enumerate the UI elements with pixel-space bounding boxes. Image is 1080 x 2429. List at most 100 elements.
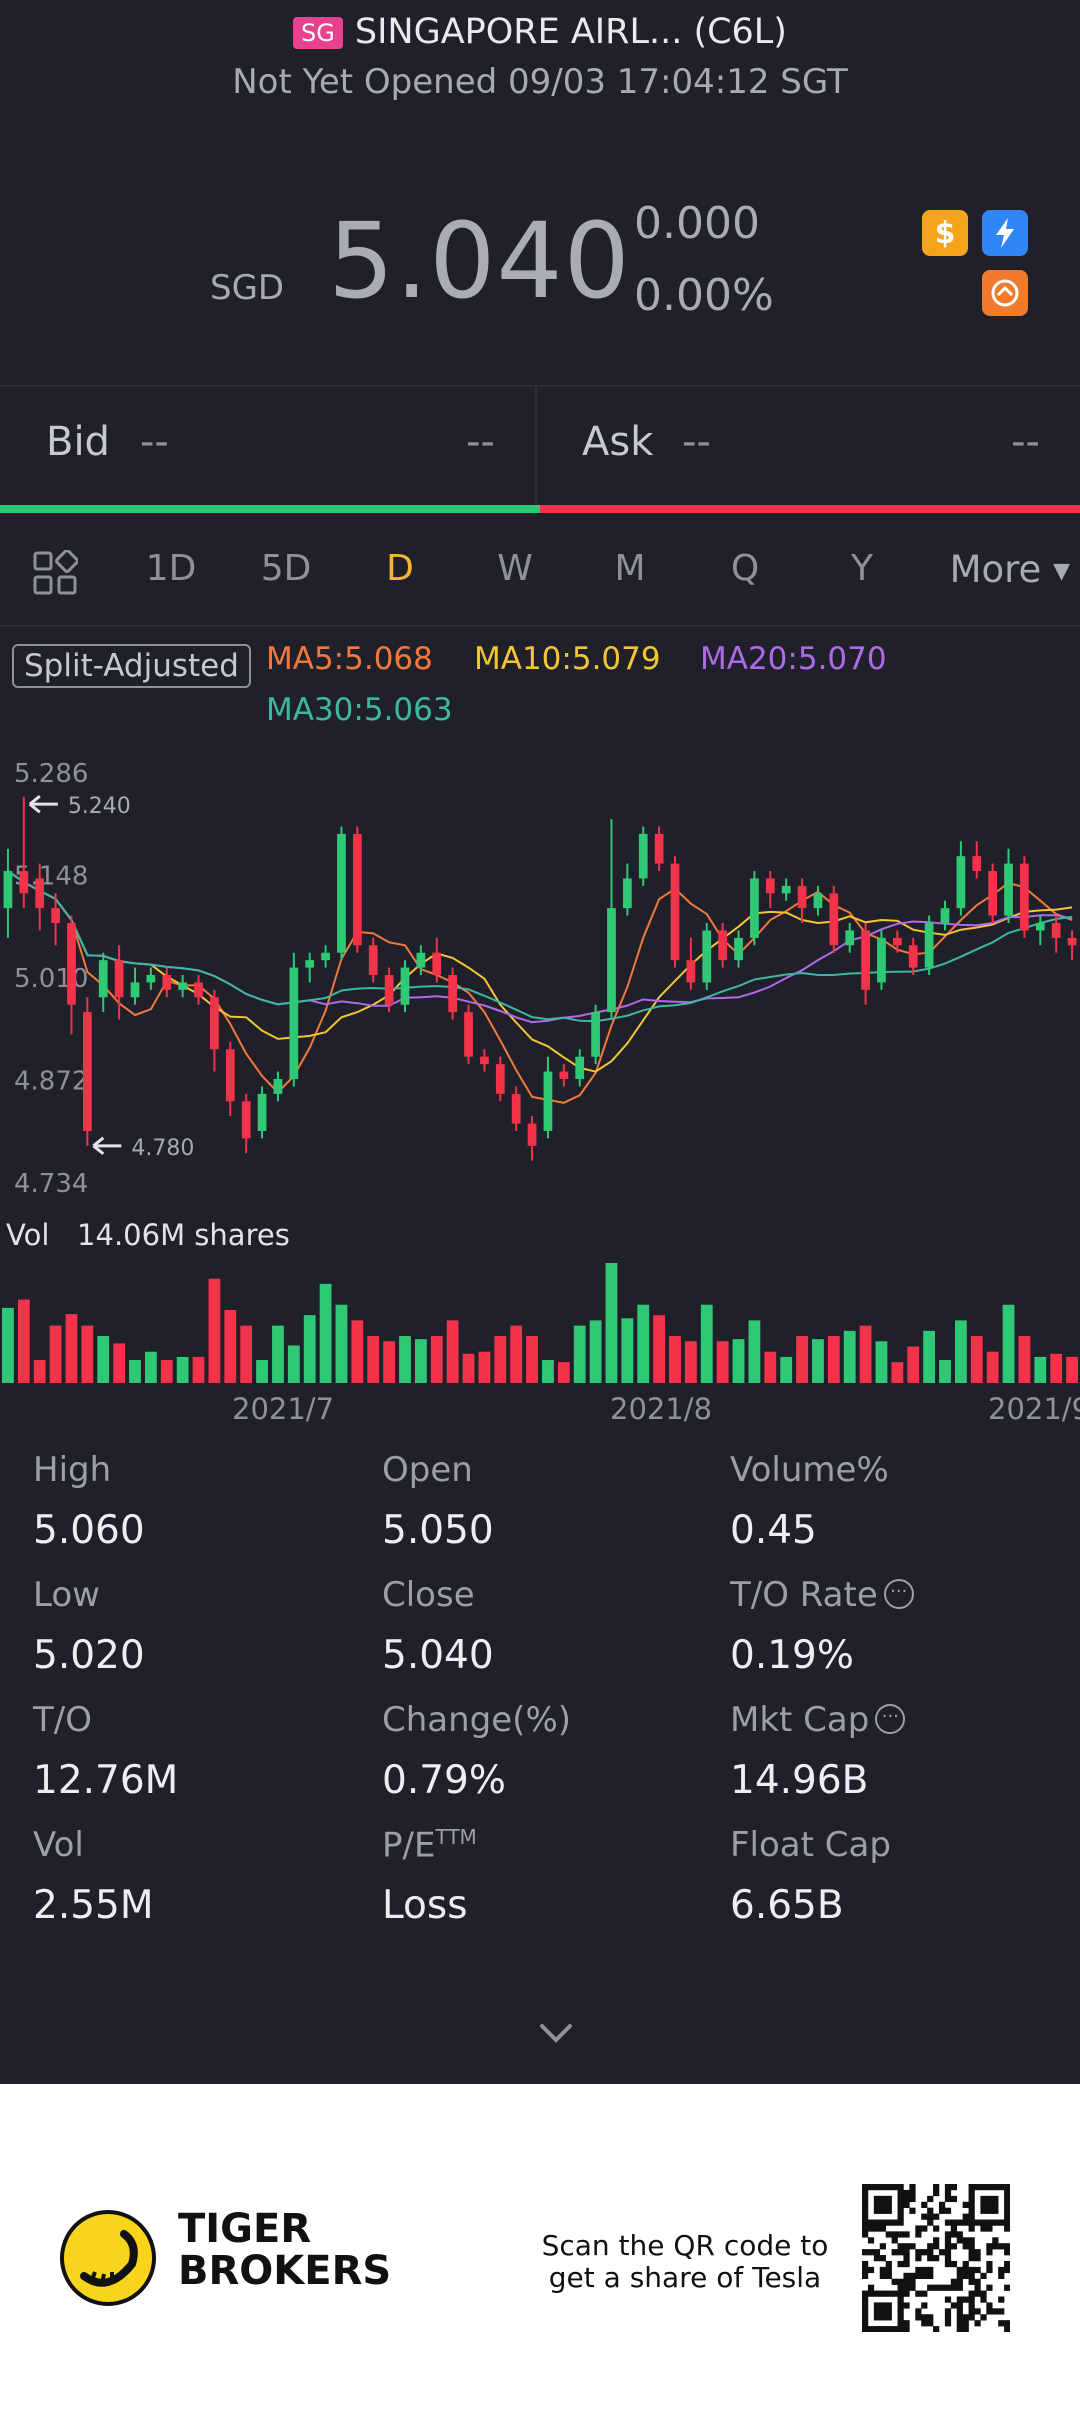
volume-bar	[65, 1314, 78, 1383]
volume-bar	[510, 1325, 523, 1383]
candle	[988, 863, 998, 924]
candle	[194, 975, 203, 1005]
price-change: 0.000	[634, 198, 760, 249]
stat-value: 6.65B	[730, 1883, 844, 1928]
stat-value: 5.020	[33, 1633, 145, 1678]
volume-bar	[430, 1336, 443, 1383]
candle	[924, 915, 934, 975]
volume-bar	[462, 1353, 475, 1383]
stat-label: Low	[33, 1575, 100, 1615]
qr-code[interactable]	[862, 2184, 1010, 2332]
candle	[98, 952, 108, 1013]
stat-value: 12.76M	[33, 1758, 179, 1803]
divider	[0, 385, 1080, 387]
svg-text:5.240: 5.240	[68, 794, 131, 819]
candle	[813, 885, 823, 916]
candle	[765, 871, 775, 909]
stat-value: 2.55M	[33, 1883, 154, 1928]
volume-label: Vol	[6, 1218, 50, 1252]
candle	[829, 885, 839, 953]
divider	[535, 387, 537, 507]
volume-bar	[542, 1360, 554, 1383]
candle	[1020, 856, 1029, 938]
volume-bar	[446, 1320, 459, 1383]
stat-label: P/E	[382, 1825, 436, 1866]
max-price-marker: 5.240	[28, 794, 131, 819]
candle	[607, 819, 616, 1020]
ask-strength-bar	[540, 505, 1080, 513]
volume-bar	[843, 1330, 856, 1383]
volume-bar	[287, 1345, 300, 1383]
lightning-icon[interactable]	[982, 210, 1028, 256]
candle	[432, 937, 442, 983]
volume-bar	[732, 1339, 745, 1383]
volume-bar	[494, 1336, 507, 1383]
candle	[273, 1071, 283, 1102]
split-adjusted-toggle[interactable]: Split-Adjusted	[12, 644, 251, 688]
tab-w[interactable]: W	[497, 548, 533, 589]
tab-m[interactable]: M	[614, 548, 646, 589]
candle	[734, 930, 743, 968]
svg-text:4.780: 4.780	[131, 1136, 194, 1161]
volume-bar	[97, 1336, 110, 1383]
volume-bar	[81, 1325, 94, 1383]
candle	[241, 1093, 251, 1154]
volume-bar	[383, 1341, 396, 1383]
volume-bar	[716, 1341, 729, 1383]
ma30-label: MA30:5.063	[266, 692, 453, 728]
candle	[178, 975, 188, 998]
volume-bar	[637, 1304, 650, 1383]
tab-5d[interactable]: 5D	[260, 548, 312, 589]
scan-line: get a share of Tesla	[548, 2261, 822, 2294]
volume-bar	[49, 1325, 62, 1383]
brand-name: TIGER BROKERS	[178, 2208, 391, 2292]
volume-bar	[526, 1336, 538, 1383]
x-axis-label: 2021/8	[610, 1392, 713, 1426]
candle	[51, 893, 60, 946]
stat-value: 5.040	[382, 1633, 494, 1678]
ma30-line	[7, 870, 1073, 1023]
stat-change-percent: Change(%) 0.79%	[382, 1700, 571, 1803]
y-axis-label: 4.872	[14, 1067, 88, 1097]
volume-bar	[2, 1307, 14, 1383]
volume-chart[interactable]	[0, 1258, 1080, 1383]
stat-label-superscript: TTM	[435, 1825, 477, 1849]
candle	[956, 841, 966, 916]
dollar-icon[interactable]: $	[922, 210, 968, 256]
candle	[845, 923, 855, 953]
caret-down-icon: ▼	[1053, 559, 1070, 584]
volume-bar	[827, 1336, 840, 1383]
stock-title[interactable]: SG SINGAPORE AIRL... (C6L)	[0, 12, 1080, 52]
stat-pe-ttm: P/ETTM Loss	[382, 1825, 477, 1928]
swap-icon[interactable]	[982, 270, 1028, 316]
tab-y[interactable]: Y	[851, 548, 873, 589]
candle	[908, 937, 918, 975]
tiger-logo-icon	[60, 2210, 156, 2306]
tab-q[interactable]: Q	[730, 548, 760, 589]
volume-bar	[160, 1360, 173, 1383]
x-axis-label: 2021/9	[988, 1392, 1080, 1426]
layout-grid-icon[interactable]	[32, 550, 78, 596]
volume-bar	[907, 1346, 920, 1383]
more-info-icon[interactable]: ···	[875, 1703, 906, 1734]
candle	[337, 826, 346, 961]
chevron-down-icon[interactable]	[536, 2018, 576, 2048]
bid-panel[interactable]: Bid -- --	[0, 387, 535, 507]
volume-bar	[17, 1299, 30, 1383]
candle	[3, 848, 13, 938]
volume-bar	[986, 1351, 999, 1383]
stat-label: T/O	[33, 1700, 92, 1740]
volume-bar	[33, 1360, 46, 1383]
candle	[622, 863, 632, 916]
more-periods-dropdown[interactable]: More ▼	[950, 548, 1070, 591]
stat-label: Change(%)	[382, 1700, 572, 1740]
tab-d[interactable]: D	[386, 548, 414, 589]
y-axis-label: 5.286	[14, 760, 88, 789]
ask-panel[interactable]: Ask -- --	[537, 387, 1080, 507]
more-info-icon[interactable]: ···	[883, 1578, 914, 1609]
tab-1d[interactable]: 1D	[145, 548, 197, 589]
candle	[257, 1086, 267, 1139]
stat-label: Volume%	[730, 1450, 889, 1490]
volume-bar	[478, 1351, 491, 1383]
